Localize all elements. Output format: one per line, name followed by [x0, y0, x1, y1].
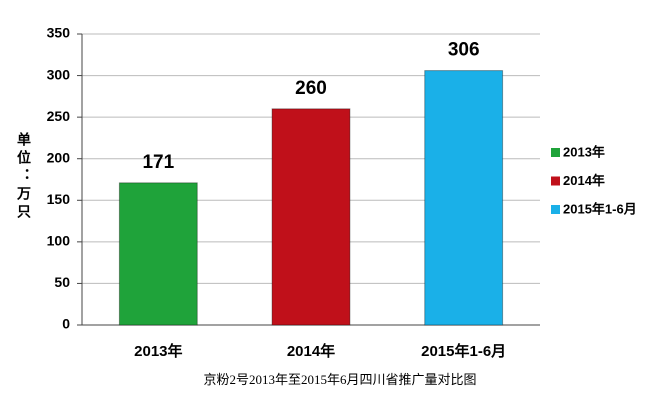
data-label: 260 — [295, 78, 327, 99]
chart-caption: 京粉2号2013年至2015年6月四川省推广量对比图 — [203, 372, 476, 387]
y-tick-label: 350 — [47, 25, 71, 41]
legend-label: 2013年 — [563, 144, 605, 159]
legend-label: 2015年1-6月 — [563, 201, 637, 216]
x-tick-label: 2014年 — [287, 342, 335, 360]
y-tick-label: 100 — [47, 233, 71, 249]
bar — [118, 182, 198, 326]
x-tick-label: 2013年 — [134, 342, 182, 360]
y-tick-label: 50 — [54, 274, 70, 290]
legend-swatch — [551, 148, 560, 157]
legend-label: 2014年 — [563, 173, 605, 188]
y-axis-label: 单位：万只 — [16, 132, 32, 222]
y-tick-label: 0 — [62, 316, 70, 332]
y-tick-label: 300 — [47, 66, 71, 82]
legend-swatch — [551, 176, 560, 186]
y-tick-label: 200 — [47, 149, 71, 165]
y-tick-label: 150 — [47, 191, 71, 207]
bar — [271, 108, 351, 326]
data-label: 306 — [448, 40, 480, 61]
y-tick-label: 250 — [47, 108, 71, 124]
x-tick-label: 2015年1-6月 — [421, 342, 506, 360]
legend-swatch — [551, 205, 560, 214]
data-label: 171 — [142, 152, 174, 173]
bar — [424, 70, 504, 326]
